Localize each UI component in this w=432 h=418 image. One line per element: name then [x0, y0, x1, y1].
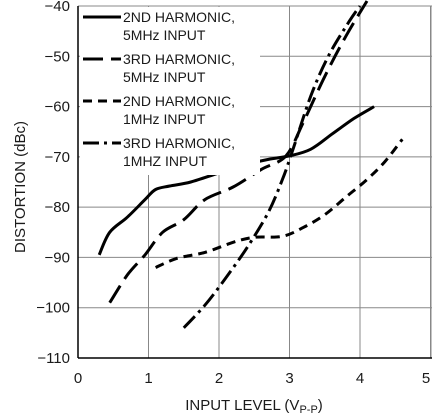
x-tick-label: 2 — [215, 370, 223, 387]
y-tick-label: −50 — [45, 48, 70, 65]
legend-label: 2ND HARMONIC, — [123, 9, 235, 25]
legend-label: 3RD HARMONIC, — [123, 51, 235, 67]
y-tick-label: −90 — [45, 249, 70, 266]
legend: 2ND HARMONIC, 5MHz INPUT 3RD HARMONIC, 5MHz… — [80, 7, 260, 175]
y-tick-label: −80 — [45, 199, 70, 216]
y-tick-label: −60 — [45, 99, 70, 116]
series-line-2 — [108, 0, 369, 304]
x-tick-label: 5 — [422, 370, 430, 387]
legend-label: 2ND HARMONIC, — [123, 93, 235, 109]
legend-label: 1MHz INPUT — [123, 111, 206, 127]
legend-label: 5MHz INPUT — [123, 69, 206, 85]
y-axis-label: DISTORTION (dBc) — [12, 121, 29, 253]
series-line-3 — [154, 138, 404, 269]
y-tick-label: −70 — [45, 149, 70, 166]
tick-labels: 0 1 2 3 4 5 −40 −50 −60 −70 −80 −90 −100 −110 — [36, 0, 430, 387]
legend-label: 1MHZ INPUT — [123, 153, 207, 169]
y-tick-label: −110 — [37, 350, 70, 367]
y-tick-label: −40 — [45, 0, 70, 15]
legend-label: 3RD HARMONIC, — [123, 135, 235, 151]
y-tick-label: −100 — [36, 300, 70, 317]
series-line-4 — [182, 5, 362, 329]
x-tick-label: 3 — [285, 370, 293, 387]
legend-label: 5MHz INPUT — [123, 27, 206, 43]
x-axis-label: INPUT LEVEL (VP-P) — [185, 397, 323, 416]
x-tick-label: 4 — [356, 370, 364, 387]
x-tick-label: 1 — [144, 370, 152, 387]
legend-box — [80, 7, 260, 175]
x-tick-label: 0 — [74, 370, 82, 387]
